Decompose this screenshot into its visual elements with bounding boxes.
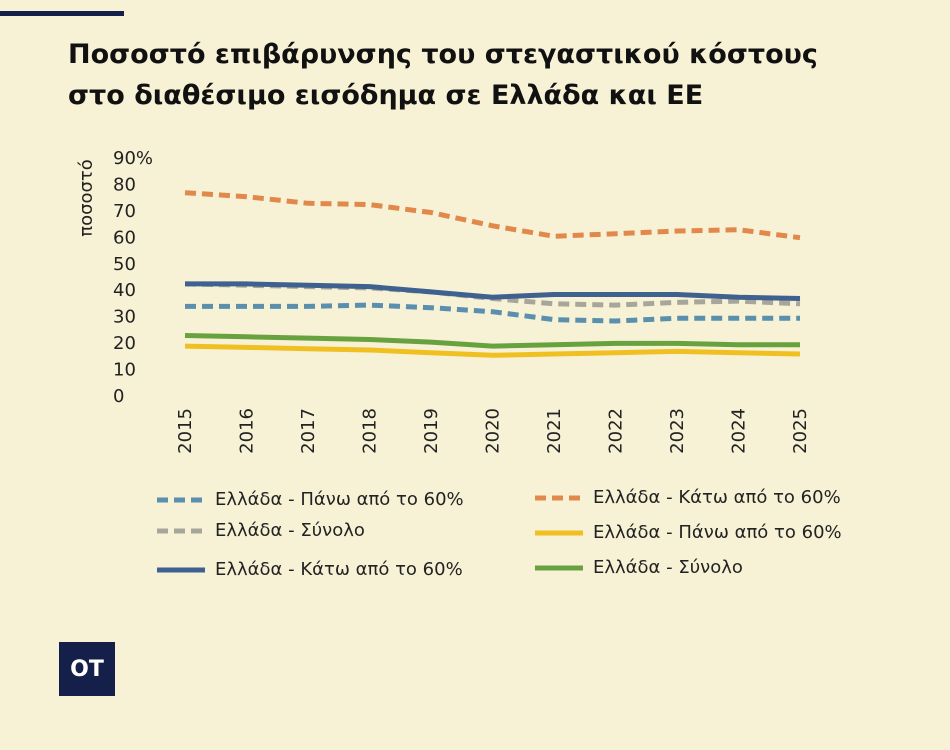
legend-swatch [535,495,583,501]
y-tick-label: 60 [113,227,136,248]
x-tick-label: 2024 [729,408,750,454]
x-tick-label: 2025 [790,408,811,454]
x-tick-label: 2019 [421,408,442,454]
y-tick-label: 90% [113,148,153,169]
y-tick-label: 10 [113,360,136,381]
y-tick-label: 70 [113,201,136,222]
x-tick-label: 2018 [360,408,381,454]
y-tick-label: 0 [113,386,124,407]
series-line-3 [184,343,801,358]
legend-swatch [535,530,583,536]
y-tick-label: 50 [113,254,136,275]
legend-label: Ελλάδα - Σύνολο [593,557,743,578]
y-tick-label: 30 [113,307,136,328]
x-tick-label: 2017 [298,408,319,454]
chart-title-line-1: Ποσοστό επιβάρυνσης του στεγαστικού κόστ… [68,39,818,70]
top-accent-bar [0,11,124,16]
legend-swatch [157,567,205,573]
legend-swatch [157,528,205,534]
x-tick-label: 2022 [606,408,627,454]
x-tick-label: 2023 [667,408,688,454]
x-tick-label: 2021 [544,408,565,454]
legend-label: Ελλάδα - Σύνολο [215,520,365,541]
chart-title-line-2: στο διαθέσιμο εισόδημα σε Ελλάδα και ΕΕ [68,80,704,111]
y-axis-label: ποσοστό [76,159,97,237]
line-chart: 0 10 20 30 40 50 60 70 80 90% ποσοστό 2015 2016 2017 2… [76,148,811,454]
series-line-1 [184,190,801,241]
legend-label: Ελλάδα - Κάτω από το 60% [593,487,841,508]
y-tick-label: 80 [113,174,136,195]
legend-label: Ελλάδα - Πάνω από το 60% [215,489,464,510]
legend-swatch [157,497,205,503]
x-tick-label: 2015 [175,408,196,454]
series-line-4 [185,281,801,301]
legend-swatch [535,565,583,571]
series-line-5 [184,333,800,349]
x-tick-label: 2020 [483,408,504,454]
ot-logo: OT [59,642,115,696]
y-tick-label: 40 [113,280,136,301]
legend-label: Ελλάδα - Πάνω από το 60% [593,522,842,543]
y-tick-label: 20 [113,333,136,354]
legend-label: Ελλάδα - Κάτω από το 60% [215,559,463,580]
chart-title: Ποσοστό επιβάρυνσης του στεγαστικού κόστ… [68,34,928,116]
series-line-0 [185,302,800,324]
x-tick-label: 2016 [237,408,258,454]
